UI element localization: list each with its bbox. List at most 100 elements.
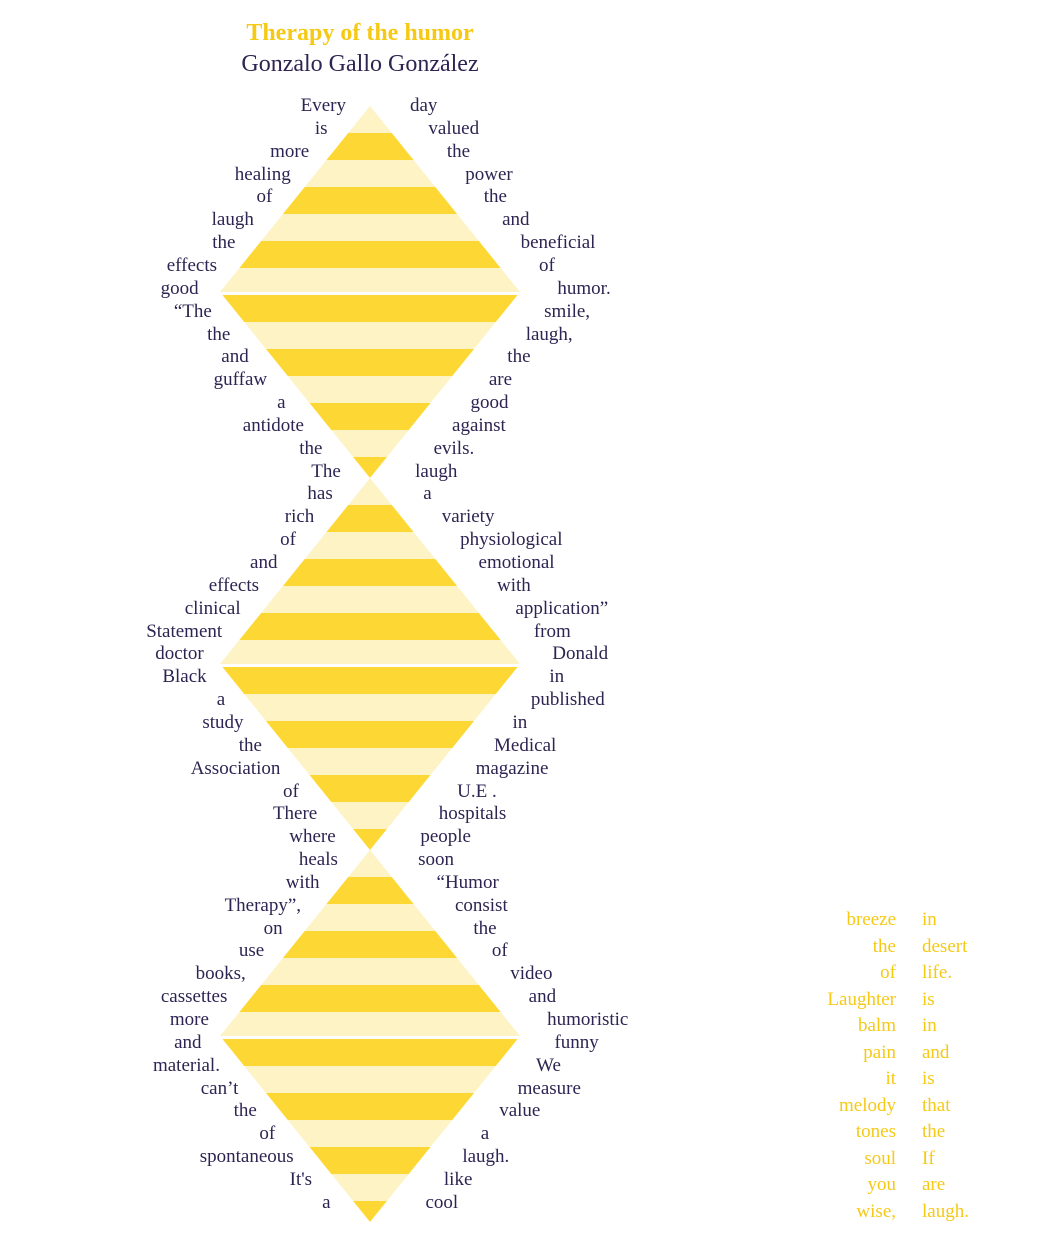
poem-word-left: spontaneous <box>199 1146 294 1168</box>
poem-word-left: a <box>322 1191 331 1213</box>
poem-word-right: good <box>470 392 509 414</box>
side-word-right: the <box>922 1121 946 1142</box>
poem-word-right: in <box>549 666 565 688</box>
diamond-stripe <box>353 1201 387 1222</box>
poem-word-right: and <box>502 209 530 231</box>
side-word-left: Laughter <box>827 988 896 1010</box>
side-word-left: pain <box>863 1041 896 1063</box>
poem-word-right: beneficial <box>520 232 596 254</box>
poem-word-left: It's <box>289 1168 313 1190</box>
poem-word-right: valued <box>428 117 480 139</box>
diamond-stripe <box>331 802 409 829</box>
side-word-left: melody <box>839 1094 896 1116</box>
poem-word-right: humoristic <box>547 1009 629 1030</box>
poem-word-right: Medical <box>494 734 557 756</box>
diamond-stripe <box>244 1066 496 1093</box>
side-word-left: tones <box>855 1121 896 1142</box>
poem-word-left: use <box>238 940 265 962</box>
diamond-stripe <box>353 457 387 478</box>
poem-word-left: the <box>299 437 323 459</box>
diamond-stripe <box>244 322 496 349</box>
side-word-right: are <box>922 1174 946 1195</box>
side-word-right: is <box>922 988 935 1010</box>
diamond-stripe <box>326 877 414 904</box>
poem-word-right: soon <box>418 849 454 871</box>
poem-word-left: Statement <box>146 620 223 642</box>
poem-word-left: Therapy”, <box>224 894 302 916</box>
poem-word-right: a <box>423 483 432 505</box>
diamond-stripe <box>261 214 479 241</box>
diamond-stripe <box>331 430 409 457</box>
side-word-right: that <box>922 1094 951 1116</box>
poem-title: Therapy of the humor <box>246 20 474 46</box>
poem-word-right: “Humor <box>436 871 499 893</box>
poem-word-right: published <box>530 689 605 711</box>
side-word-left: breeze <box>846 909 896 930</box>
poem-word-left: can’t <box>200 1077 239 1099</box>
diamond-stripe <box>353 829 387 850</box>
diamond-stripe <box>239 241 501 268</box>
diamond-stripe <box>282 931 458 958</box>
diamond-stripe <box>304 160 436 187</box>
poem-word-right: a <box>480 1123 490 1145</box>
poem-word-left: of <box>283 780 299 802</box>
diamond-stripe <box>244 694 496 721</box>
poem-word-left: the <box>233 1100 257 1122</box>
side-word-right: laugh. <box>922 1200 969 1222</box>
side-word-right: is <box>922 1068 935 1089</box>
side-word-right: in <box>922 909 937 930</box>
poem-word-right: cool <box>425 1191 459 1213</box>
diamond-stripe <box>309 403 431 430</box>
poem-word-right: application” <box>515 597 609 619</box>
poem-word-right: are <box>488 369 513 391</box>
diamond-stripe <box>220 640 520 664</box>
poem-word-left: Every <box>300 95 346 116</box>
side-word-right: If <box>922 1147 935 1169</box>
side-word-left: of <box>880 962 896 983</box>
poem-word-left: the <box>207 323 231 345</box>
poem-word-right: hospitals <box>438 803 507 825</box>
poem-word-left: with <box>285 871 320 893</box>
side-word-right: life. <box>922 962 953 983</box>
poem-word-left: more <box>169 1009 209 1030</box>
poem-word-right: We <box>536 1054 561 1076</box>
poem-word-left: cassettes <box>160 986 228 1008</box>
poem-word-left: healing <box>234 163 291 185</box>
poem-word-right: the <box>446 140 471 162</box>
poem-word-right: humor. <box>557 277 611 299</box>
poem-word-left: heals <box>298 849 338 871</box>
poem-word-left: good <box>160 277 199 299</box>
diamond-stripe <box>222 667 518 694</box>
side-word-right: in <box>922 1015 937 1036</box>
poem-word-left: the <box>238 734 262 756</box>
poem-word-right: smile, <box>544 300 591 322</box>
poem-word-left: has <box>307 483 333 505</box>
poem-word-right: of <box>491 940 508 962</box>
diamond-stripe <box>261 958 479 985</box>
poem-word-right: laugh, <box>525 323 573 345</box>
poem-word-right: with <box>496 574 531 596</box>
poem-word-left: of <box>256 186 273 208</box>
side-word-left: wise, <box>856 1200 896 1222</box>
diamond-stripe <box>348 478 392 505</box>
poem-word-left: There <box>272 803 318 825</box>
poem-word-right: the <box>507 346 531 368</box>
poem-word-left: laugh <box>211 209 254 231</box>
poem-word-right: magazine <box>475 757 549 779</box>
poem-word-left: of <box>280 529 296 551</box>
poem-word-right: evils. <box>433 437 475 459</box>
poem-word-right: day <box>410 95 438 116</box>
side-word-right: and <box>922 1041 950 1063</box>
poem-word-left: where <box>289 826 336 848</box>
poem-word-right: U.E . <box>457 780 497 802</box>
poem-word-right: people <box>420 826 471 848</box>
poem-word-left: doctor <box>155 643 204 665</box>
poem-word-left: more <box>270 140 310 162</box>
poem-word-left: a <box>216 689 226 711</box>
poem-word-left: on <box>263 917 283 939</box>
poem-word-right: emotional <box>478 552 555 573</box>
poem-word-left: of <box>259 1123 276 1145</box>
diamond-stripe <box>220 1012 520 1036</box>
poem-word-left: effects <box>166 254 218 276</box>
